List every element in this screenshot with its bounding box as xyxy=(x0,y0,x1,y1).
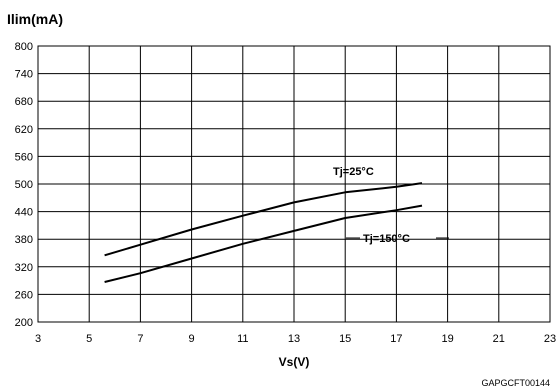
y-tick-label: 260 xyxy=(15,289,33,301)
y-tick-label: 800 xyxy=(15,41,33,53)
x-tick-label: 5 xyxy=(86,333,92,345)
x-axis-label: Vs(V) xyxy=(279,355,310,369)
x-tick-label: 23 xyxy=(544,333,556,345)
y-tick-label: 680 xyxy=(15,96,33,108)
plot-frame xyxy=(37,45,551,323)
y-axis-label: Ilim(mA) xyxy=(7,11,63,27)
y-tick-label: 740 xyxy=(15,69,33,81)
x-tick-label: 17 xyxy=(390,333,402,345)
y-tick-label: 200 xyxy=(15,317,33,329)
x-tick-label: 11 xyxy=(237,333,248,345)
y-tick-labels: 200 260 320 380 440 500 560 620 680 740 800 xyxy=(15,41,33,329)
x-tick-label: 15 xyxy=(339,333,351,345)
x-tick-labels: 3 5 7 9 11 13 15 17 19 21 23 xyxy=(35,333,556,345)
y-tick-label: 320 xyxy=(15,262,33,274)
annotation-tj150: Tj=150°C xyxy=(363,233,410,245)
y-tick-label: 440 xyxy=(15,207,33,219)
y-tick-label: 560 xyxy=(15,151,33,163)
grid xyxy=(37,45,551,323)
y-tick-label: 380 xyxy=(15,234,33,246)
annotation-tj25: Tj=25°C xyxy=(333,166,374,178)
x-tick-label: 9 xyxy=(189,333,195,345)
series-layer xyxy=(104,182,423,283)
figure-code: GAPGCFT00144 xyxy=(481,378,550,388)
x-tick-label: 3 xyxy=(35,333,41,345)
annotation-layer: Tj=25°C Tj=150°C xyxy=(333,166,449,245)
x-tick-label: 7 xyxy=(137,333,143,345)
x-tick-label: 21 xyxy=(493,333,505,345)
y-tick-label: 500 xyxy=(15,179,33,191)
y-tick-label: 620 xyxy=(15,124,33,136)
series-line-0 xyxy=(104,182,423,257)
x-tick-label: 19 xyxy=(441,333,453,345)
series-line-1 xyxy=(104,204,423,283)
x-tick-label: 13 xyxy=(288,333,300,345)
